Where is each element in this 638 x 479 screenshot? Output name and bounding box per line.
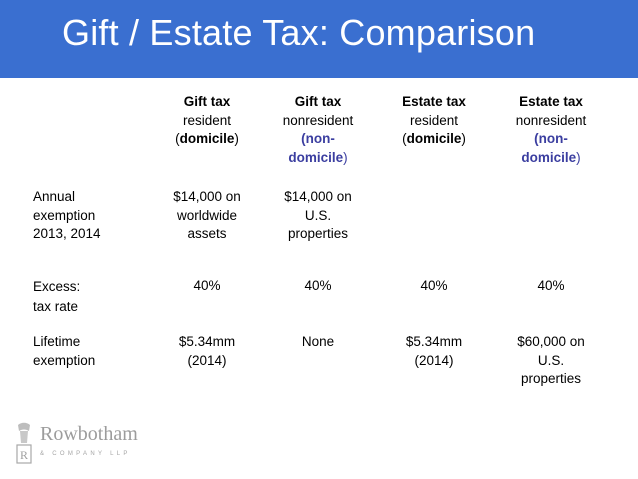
logo-emblem-icon: R	[16, 422, 32, 464]
cell-line: 40%	[420, 278, 448, 293]
cell-annual-gift-resident: $14,000 on worldwide assets	[153, 188, 261, 244]
header-line: Gift tax	[294, 94, 342, 109]
label-line: exemption	[33, 207, 96, 223]
cell-line: $5.34mm	[405, 334, 463, 349]
header-key: domicile	[521, 149, 577, 165]
header-line: Estate tax	[402, 94, 466, 109]
cell-line: $5.34mm	[178, 334, 236, 349]
header-key: domicile	[406, 131, 462, 146]
cell-rate-gift-nonresident: 40%	[264, 277, 372, 296]
logo-subtitle: & COMPANY LLP	[40, 451, 131, 457]
cell-line: $14,000 on	[173, 189, 241, 204]
header-gift-nonresident: Gift tax nonresident (non- domicile)	[264, 93, 372, 167]
header-line: (non-	[534, 131, 568, 146]
cell-line: (2014)	[187, 352, 227, 368]
cell-line: 40%	[304, 278, 332, 293]
cell-line: properties	[520, 371, 582, 386]
cell-rate-estate-nonresident: 40%	[497, 277, 605, 296]
header-line: (domicile)	[153, 130, 261, 149]
label-line: Annual	[33, 189, 76, 204]
header-line: resident	[409, 112, 459, 128]
header-estate-resident: Estate tax resident (domicile)	[380, 93, 488, 149]
cell-rate-gift-resident: 40%	[153, 277, 261, 296]
title-bar: Gift / Estate Tax: Comparison	[0, 0, 638, 78]
cell-annual-gift-nonresident: $14,000 on U.S. properties	[264, 188, 372, 244]
paren: )	[461, 131, 466, 146]
header-key: domicile	[288, 149, 344, 165]
header-line: nonresident	[515, 112, 587, 128]
cell-line: properties	[287, 226, 349, 241]
paren: (	[402, 131, 407, 146]
header-line: domicile)	[264, 149, 372, 168]
header-line: nonresident	[282, 112, 354, 128]
header-gift-resident: Gift tax resident (domicile)	[153, 93, 261, 149]
label-line: Lifetime	[33, 334, 81, 349]
cell-line: 40%	[193, 278, 221, 293]
paren: )	[343, 149, 348, 165]
paren: )	[576, 149, 581, 165]
slide-title: Gift / Estate Tax: Comparison	[62, 12, 536, 53]
logo-name: Rowbotham	[40, 423, 138, 445]
cell-line: None	[301, 334, 335, 349]
cell-line: $60,000 on	[517, 334, 585, 349]
label-line: 2013, 2014	[33, 226, 101, 241]
header-line: Estate tax	[519, 94, 583, 109]
paren: (	[175, 131, 180, 146]
cell-line: 40%	[537, 278, 565, 293]
header-line: domicile)	[497, 149, 605, 168]
header-line: (non-	[301, 131, 335, 146]
cell-line: (2014)	[414, 352, 454, 368]
cell-line: U.S.	[537, 352, 565, 368]
svg-text:R: R	[20, 448, 28, 462]
paren: )	[234, 131, 239, 146]
cell-line: $14,000 on	[284, 189, 352, 204]
cell-lifetime-gift-resident: $5.34mm (2014)	[153, 333, 261, 370]
cell-rate-estate-resident: 40%	[380, 277, 488, 296]
cell-lifetime-estate-resident: $5.34mm (2014)	[380, 333, 488, 370]
label-line: tax rate	[33, 299, 79, 314]
label-line: exemption	[33, 352, 96, 368]
row-label-annual-exemption: Annual exemption 2013, 2014	[33, 188, 101, 244]
row-label-lifetime-exemption: Lifetime exemption	[33, 333, 95, 370]
cell-lifetime-gift-nonresident: None	[264, 333, 372, 352]
header-estate-nonresident: Estate tax nonresident (non- domicile)	[497, 93, 605, 167]
cell-line: worldwide	[176, 207, 238, 223]
header-line: (domicile)	[380, 130, 488, 149]
header-line: Gift tax	[183, 94, 231, 109]
cell-line: U.S.	[304, 207, 332, 223]
cell-line: assets	[187, 226, 227, 241]
cell-lifetime-estate-nonresident: $60,000 on U.S. properties	[497, 333, 605, 389]
label-line: Excess:	[33, 279, 81, 294]
row-label-excess-tax-rate: Excess: tax rate	[33, 277, 80, 317]
header-line: resident	[182, 112, 232, 128]
header-key: domicile	[179, 131, 235, 146]
